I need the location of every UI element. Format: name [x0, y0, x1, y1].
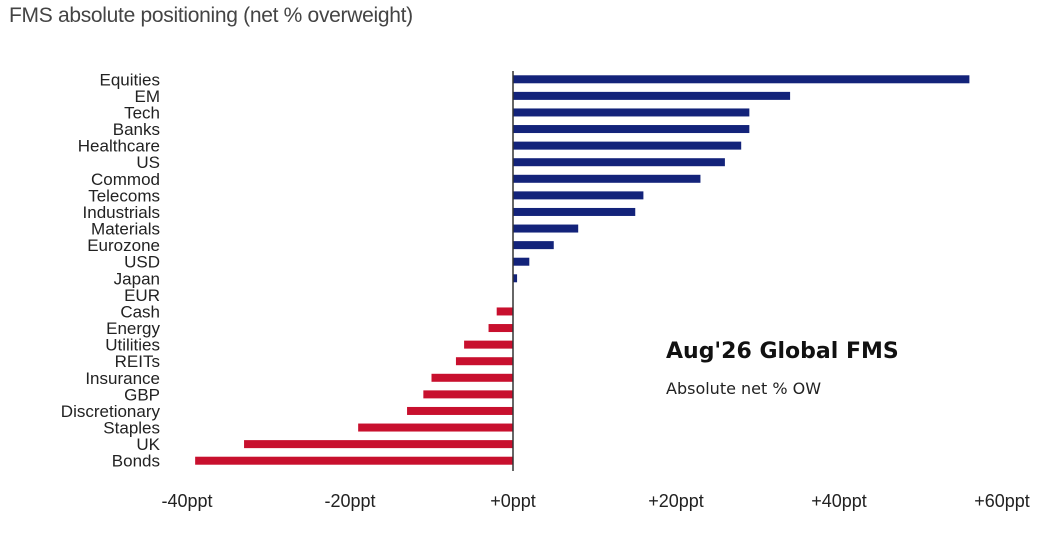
category-label: Staples [103, 419, 160, 438]
category-label: Tech [124, 103, 160, 122]
bar-industrials [513, 207, 636, 216]
bar-cash [496, 307, 513, 316]
bar-em [513, 91, 791, 100]
bar-materials [513, 224, 579, 233]
bar-eurozone [513, 241, 554, 250]
category-label: Equities [100, 70, 160, 89]
bar-usd [513, 257, 530, 266]
x-tick-label: +60ppt [974, 491, 1030, 511]
bar-utilities [464, 340, 513, 349]
x-tick-label: +20ppt [648, 491, 704, 511]
category-label: Cash [120, 302, 160, 321]
bar-staples [358, 423, 513, 432]
bar-bonds [195, 456, 513, 465]
category-label: US [136, 153, 160, 172]
category-label: Telecoms [88, 186, 160, 205]
bar-banks [513, 125, 750, 134]
category-label: USD [124, 253, 160, 272]
chart-title: FMS absolute positioning (net % overweig… [9, 4, 413, 27]
bar-discretionary [407, 406, 513, 415]
category-label: Commod [91, 170, 160, 189]
bar-us [513, 158, 725, 167]
x-tick-label: +0ppt [490, 491, 536, 511]
x-tick-label: +40ppt [811, 491, 867, 511]
category-label: Energy [106, 319, 160, 338]
category-label: Insurance [85, 369, 160, 388]
bar-uk [244, 440, 514, 449]
bar-healthcare [513, 141, 742, 150]
category-label: EUR [124, 286, 160, 305]
category-label: Materials [91, 220, 160, 239]
x-tick-label: -20ppt [324, 491, 375, 511]
category-label: REITs [115, 352, 160, 371]
category-label: Japan [114, 269, 160, 288]
bar-telecoms [513, 191, 644, 200]
category-label: UK [136, 435, 160, 454]
bar-insurance [431, 373, 513, 382]
bar-energy [488, 324, 513, 333]
bar-japan [513, 274, 518, 283]
category-label: Bonds [112, 452, 160, 471]
bar-gbp [423, 390, 513, 399]
category-label: Industrials [83, 203, 160, 222]
category-label: Utilities [105, 336, 160, 355]
x-tick-label: -40ppt [161, 491, 212, 511]
annotation-title: Aug'26 Global FMS [666, 339, 899, 364]
category-label: GBP [124, 385, 160, 404]
category-label: Banks [113, 120, 160, 139]
category-label: Eurozone [87, 236, 160, 255]
bar-tech [513, 108, 750, 117]
bar-commod [513, 174, 701, 183]
category-label: Healthcare [78, 137, 160, 156]
category-label: Discretionary [61, 402, 161, 421]
annotation-subtitle: Absolute net % OW [666, 379, 822, 398]
category-label: EM [135, 87, 161, 106]
bar-reits [455, 357, 513, 366]
bar-equities [513, 75, 970, 84]
